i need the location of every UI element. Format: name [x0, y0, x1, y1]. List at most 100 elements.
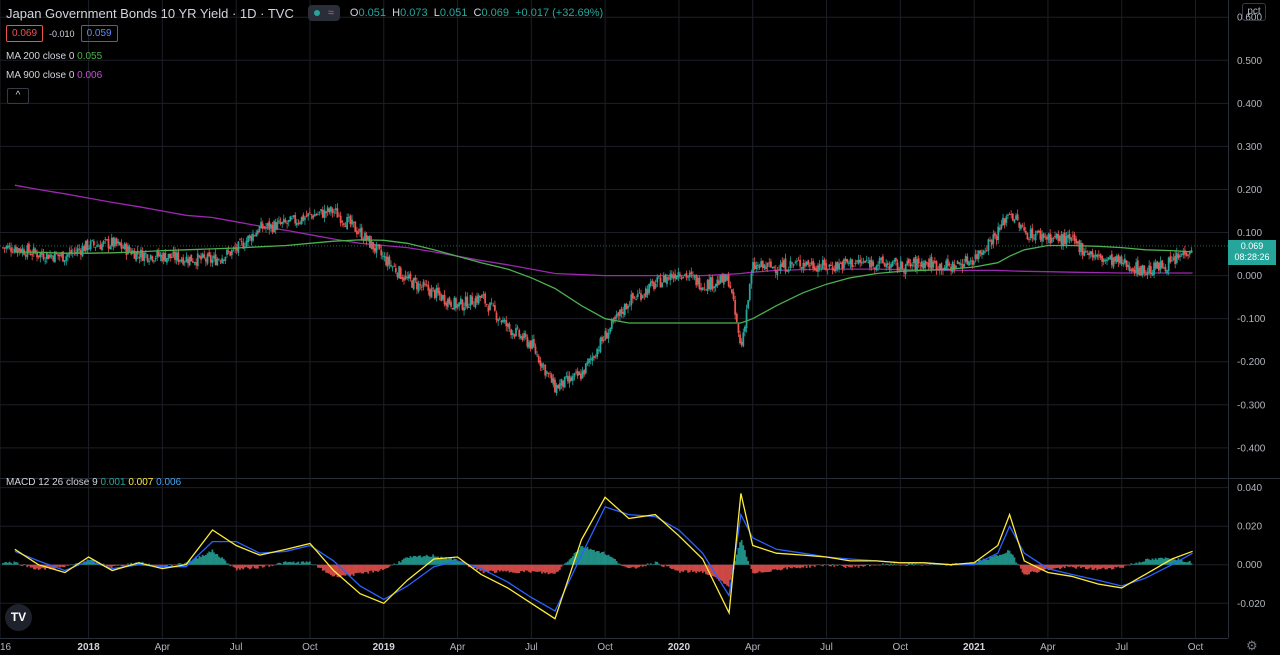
candle-body: [797, 259, 800, 261]
macd-histogram-bar: [172, 564, 175, 566]
candle-body: [1185, 252, 1188, 257]
tradingview-logo[interactable]: TV: [5, 604, 32, 631]
macd-histogram-bar: [117, 564, 120, 566]
macd-histogram-bar: [437, 556, 439, 565]
macd-histogram-bar: [893, 563, 896, 565]
candle-body: [466, 296, 469, 309]
candle-body: [1036, 231, 1039, 234]
candle-body: [339, 215, 342, 224]
gear-icon[interactable]: ⚙: [1246, 638, 1258, 653]
candle-body: [844, 258, 847, 262]
macd-histogram-bar: [19, 564, 22, 566]
candle-body: [606, 332, 608, 339]
candle-body: [65, 256, 68, 261]
candle-body: [1141, 265, 1144, 276]
macd-histogram-bar: [187, 562, 189, 565]
candle-body: [177, 251, 180, 262]
candle-body: [495, 312, 498, 321]
scale-mode-button[interactable]: pct: [1242, 3, 1266, 21]
candle-body: [252, 233, 254, 241]
candle-body: [403, 277, 405, 281]
candle-body: [352, 221, 355, 223]
candle-body: [476, 296, 478, 303]
time-axis[interactable]: 16 2018 Apr Jul Oct 2019 Apr Jul Oct 2020 Apr Jul Oc…: [0, 642, 1204, 653]
ma200-line: [14, 239, 1193, 324]
candle-body: [588, 358, 590, 363]
candle-body: [698, 277, 701, 289]
macd-histogram-bar: [1076, 564, 1079, 567]
market-status-badge[interactable]: ≈: [307, 5, 340, 21]
macd-signal-path: [14, 506, 1193, 612]
macd-histogram-bar: [856, 564, 858, 566]
candle-body: [450, 302, 452, 307]
candle-body: [360, 227, 363, 240]
candle-body: [680, 277, 683, 279]
macd-histogram-bar: [562, 564, 564, 566]
candle-body: [773, 266, 776, 268]
macd-histogram-bar: [11, 563, 14, 565]
macd-histogram-bar: [532, 564, 535, 572]
candle-body: [175, 252, 178, 261]
candle-body: [617, 312, 620, 316]
collapse-legend-button[interactable]: ^: [7, 88, 29, 104]
macd-histogram-bar: [742, 545, 745, 565]
macd-histogram-bar: [286, 562, 288, 565]
macd-line-path: [14, 493, 1193, 620]
candle-body: [705, 289, 707, 291]
macd-histogram-bar: [334, 564, 337, 575]
macd-histogram-bar: [71, 564, 74, 566]
buy-price-button[interactable]: 0.059: [80, 25, 118, 42]
macd-legend[interactable]: MACD 12 26 close 9 0.001 0.007 0.006: [6, 477, 182, 488]
candle-body: [3, 247, 6, 249]
time-axis-label: Apr: [450, 642, 466, 653]
macd-histogram-bar: [224, 560, 227, 565]
macd-histogram-bar: [524, 564, 527, 571]
candle-body: [442, 295, 444, 300]
candle-body: [325, 211, 327, 214]
candle-body: [726, 275, 728, 281]
candle-body: [703, 287, 706, 289]
macd-histogram-bar: [203, 555, 206, 565]
macd-histogram-bar: [1094, 564, 1097, 569]
macd-histogram-bar: [385, 564, 388, 569]
candle-body: [532, 338, 535, 347]
candle-body: [995, 236, 998, 241]
candle-body: [795, 260, 798, 262]
macd-histogram-bar: [422, 556, 425, 565]
candle-body: [862, 261, 865, 263]
candle-body: [1115, 256, 1118, 263]
ma900-legend[interactable]: MA 900 close 0 0.006: [6, 70, 103, 81]
macd-histogram-bar: [885, 563, 888, 565]
macd-histogram-bar: [1162, 558, 1165, 565]
candle-body: [209, 255, 212, 263]
price-axis[interactable]: 0.600 0.500 0.400 0.300 0.200 0.100 0.000 -0.10…: [1237, 13, 1266, 610]
candle-body: [253, 235, 256, 237]
candle-body: [860, 261, 863, 264]
macd-histogram-bar: [477, 564, 480, 570]
candle-body: [1101, 256, 1104, 262]
time-axis-label: Jul: [230, 642, 243, 653]
macd-histogram-bar: [839, 564, 842, 566]
candle-body: [125, 244, 128, 255]
candle-body: [656, 277, 659, 283]
symbol-title[interactable]: Japan Government Bonds 10 YR Yield · 1D …: [6, 5, 294, 21]
candle-body: [766, 262, 769, 267]
candle-body: [619, 309, 621, 317]
candle-body: [536, 354, 539, 356]
candle-body: [114, 238, 116, 247]
candle-body: [414, 277, 417, 281]
sell-price-button[interactable]: 0.069: [6, 25, 44, 42]
candle-body: [690, 271, 693, 275]
candle-body: [459, 298, 462, 304]
macd-histogram-bar: [666, 564, 668, 567]
macd-histogram-bar: [797, 564, 800, 568]
candle-body: [1187, 254, 1190, 256]
ma200-legend[interactable]: MA 200 close 0 0.055: [6, 51, 103, 62]
macd-histogram-bar: [640, 564, 642, 566]
macd-histogram-bar: [503, 564, 506, 571]
macd-histogram-bar: [844, 564, 847, 569]
macd-histogram-bar: [13, 561, 16, 565]
candle-body: [398, 266, 400, 279]
candle-body: [830, 264, 832, 266]
